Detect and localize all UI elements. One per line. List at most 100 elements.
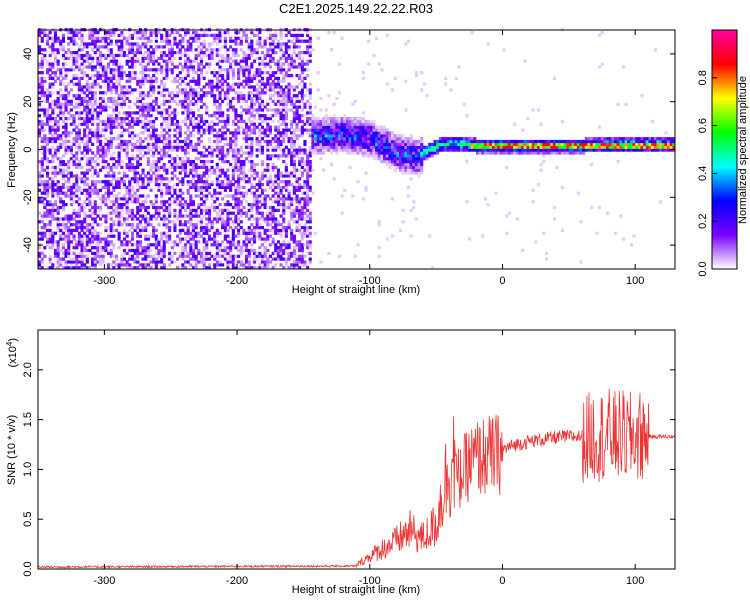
spectrogram-cell	[319, 157, 323, 161]
spectrogram-cell	[133, 42, 137, 46]
spectrogram-cell	[221, 111, 225, 115]
spectrogram-cell	[308, 243, 312, 247]
spectrogram-cell	[330, 148, 334, 152]
spectrogram-cell	[122, 228, 126, 232]
spectrogram-cell	[213, 263, 217, 267]
spectrogram-cell	[162, 88, 166, 92]
spectrogram-cell	[144, 79, 148, 83]
spectrogram-cell	[268, 42, 272, 46]
spectrogram-cell	[107, 36, 111, 40]
spectrogram-cell	[96, 102, 100, 106]
spectrogram-cell	[237, 151, 241, 155]
spectrogram-cell	[107, 48, 111, 52]
spectrogram-cell	[274, 180, 278, 184]
spectrogram-cell	[191, 134, 195, 138]
spectrogram-cell	[290, 171, 294, 175]
spectrogram-cell	[136, 226, 140, 230]
spectrogram-cell	[64, 194, 68, 198]
spectrogram-cell	[298, 208, 302, 212]
spectrogram-cell	[279, 45, 283, 49]
spectrogram-cell	[306, 68, 310, 72]
spectrogram-cell	[282, 102, 286, 106]
spectrogram-cell	[295, 85, 299, 89]
spectrogram-cell	[178, 194, 182, 198]
spectrogram-cell	[335, 134, 339, 138]
spectrogram-cell	[122, 102, 126, 106]
spectrogram-cell	[258, 263, 262, 267]
spectrogram-cell	[130, 142, 134, 146]
spectrogram-cell	[144, 122, 148, 126]
spectrogram-cell	[117, 62, 121, 66]
spectrogram-cell	[128, 85, 132, 89]
spectrogram-cell	[335, 117, 339, 121]
spectrogram-cell	[152, 91, 156, 95]
spectrogram-cell	[197, 82, 201, 86]
spectrogram-cell	[308, 105, 312, 109]
spectrogram-cell	[213, 139, 217, 144]
spectrogram-cell	[194, 157, 198, 161]
spectrogram-cell	[239, 208, 243, 212]
spectrogram-cell	[199, 228, 203, 232]
spectrogram-cell	[117, 171, 121, 175]
spectrogram-cell	[207, 145, 211, 149]
spectrogram-cell	[168, 33, 172, 37]
spectrogram-cell	[144, 185, 148, 189]
spectrogram-cell	[67, 139, 71, 144]
spectrogram-cell	[253, 240, 257, 244]
spectrogram-cell	[271, 148, 275, 152]
spectrogram-cell	[266, 260, 270, 264]
spectrogram-cell	[197, 188, 201, 192]
spectrogram-cell	[93, 237, 97, 241]
spectrogram-cell	[271, 88, 275, 92]
spectrogram-cell	[255, 91, 259, 95]
spectrogram-cell	[141, 228, 145, 232]
spectrogram-cell	[154, 266, 158, 270]
spectrogram-cell	[138, 62, 142, 66]
spectrogram-cell	[75, 228, 79, 232]
spectrogram-cell	[199, 234, 203, 238]
spectrogram-cell	[207, 56, 211, 60]
spectrogram-cell	[85, 234, 89, 238]
spectrogram-cell	[38, 102, 42, 106]
spectrogram-cell	[250, 237, 254, 241]
spectrogram-cell	[231, 74, 235, 78]
spectrogram-cell	[239, 177, 243, 181]
spectrogram-cell	[67, 99, 71, 103]
spectrogram-cell	[59, 217, 63, 221]
spectrogram-cell	[160, 79, 164, 83]
spectrogram-cell	[184, 160, 188, 164]
spectrogram-cell	[146, 68, 150, 72]
spectrogram-cell	[191, 79, 195, 83]
spectrogram-cell	[165, 200, 169, 204]
spectrogram-cell	[263, 62, 267, 66]
spectrogram-cell	[165, 71, 169, 75]
spectrogram-cell	[40, 231, 44, 235]
spectrogram-cell	[205, 94, 209, 98]
spectrogram-cell	[308, 165, 312, 169]
spectrogram-cell	[184, 220, 188, 224]
spectrogram-cell	[234, 200, 238, 204]
spectrogram-cell	[176, 131, 180, 135]
spectrogram-cell	[146, 114, 150, 118]
spectrogram-cell	[46, 122, 50, 126]
spectrogram-cell	[266, 220, 270, 224]
spectrogram-cell	[125, 234, 129, 238]
spectrogram-cell	[149, 45, 153, 49]
spectrogram-cell	[40, 108, 44, 112]
spectrogram-cell	[221, 157, 225, 161]
spectrogram-cell	[250, 79, 254, 83]
spectrogram-cell	[191, 102, 195, 106]
spectrogram-cell	[69, 174, 73, 178]
spectrogram-cell	[292, 94, 296, 98]
spectrogram-cell	[215, 228, 219, 232]
spectrogram-cell	[101, 128, 105, 132]
spectrogram-cell	[218, 168, 222, 172]
spectrogram-cell	[53, 231, 57, 235]
spectrogram-cell	[223, 42, 227, 46]
spectrogram-cell	[295, 53, 299, 58]
spectrogram-cell	[282, 240, 286, 244]
spectrogram-cell	[308, 39, 312, 43]
spectrogram-cell	[215, 220, 219, 224]
spectrogram-cell	[59, 74, 63, 78]
spectrogram-cell	[287, 94, 291, 98]
